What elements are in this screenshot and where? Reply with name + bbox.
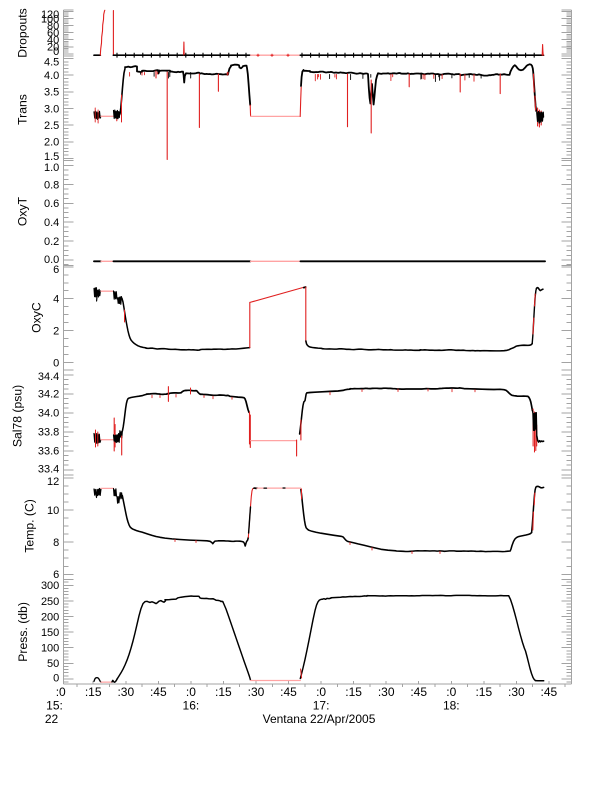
svg-text:0.4: 0.4 (44, 217, 59, 229)
svg-text::30: :30 (248, 685, 265, 699)
svg-text::0: :0 (186, 685, 196, 699)
svg-text:16:: 16: (183, 699, 200, 713)
svg-text::45: :45 (280, 685, 297, 699)
svg-text::15: :15 (215, 685, 232, 699)
svg-text:2.5: 2.5 (44, 120, 59, 132)
svg-text:OxyT: OxyT (15, 196, 29, 226)
svg-text:120: 120 (41, 9, 59, 21)
svg-text:Press. (db): Press. (db) (16, 602, 30, 662)
svg-text:33.8: 33.8 (38, 427, 59, 439)
svg-text:0.0: 0.0 (44, 254, 59, 266)
svg-text:0.6: 0.6 (44, 198, 59, 210)
svg-text::15: :15 (345, 685, 362, 699)
svg-text:1.0: 1.0 (44, 162, 59, 174)
svg-text:Trans: Trans (15, 94, 29, 125)
svg-text:8: 8 (53, 537, 59, 549)
svg-text:300: 300 (41, 580, 59, 592)
svg-text:33.4: 33.4 (38, 464, 59, 476)
svg-text::45: :45 (150, 685, 167, 699)
svg-text:3.5: 3.5 (44, 87, 59, 99)
svg-text:17:: 17: (313, 699, 330, 713)
svg-text:Sal78 (psu): Sal78 (psu) (11, 385, 25, 447)
svg-text::45: :45 (410, 685, 427, 699)
svg-text:0: 0 (53, 673, 59, 685)
svg-text:4.5: 4.5 (44, 56, 59, 68)
svg-text:34.4: 34.4 (38, 371, 59, 383)
svg-text:33.6: 33.6 (38, 446, 59, 458)
svg-text:OxyC: OxyC (30, 302, 44, 333)
svg-text:20: 20 (47, 42, 59, 54)
svg-text::45: :45 (541, 685, 558, 699)
svg-text:Ventana 22/Apr/2005: Ventana 22/Apr/2005 (263, 712, 376, 726)
svg-text::30: :30 (117, 685, 134, 699)
svg-text:40: 40 (47, 35, 59, 47)
svg-text:34.0: 34.0 (38, 408, 59, 420)
svg-text:4.0: 4.0 (44, 70, 59, 82)
svg-text:0.8: 0.8 (44, 179, 59, 191)
svg-text::30: :30 (508, 685, 525, 699)
svg-text:Dropouts: Dropouts (15, 8, 29, 57)
svg-text:0.2: 0.2 (44, 236, 59, 248)
svg-text::0: :0 (316, 685, 326, 699)
svg-text:34.2: 34.2 (38, 389, 59, 401)
svg-text:6: 6 (53, 264, 59, 276)
svg-text:50: 50 (47, 658, 59, 670)
svg-text::0: :0 (56, 685, 66, 699)
svg-text::15: :15 (475, 685, 492, 699)
svg-text::0: :0 (446, 685, 456, 699)
svg-text:6: 6 (53, 569, 59, 581)
svg-text::15: :15 (85, 685, 102, 699)
svg-text:2.0: 2.0 (44, 137, 59, 149)
svg-text:100: 100 (41, 643, 59, 655)
svg-text:100: 100 (41, 13, 59, 25)
svg-text:Temp. (C): Temp. (C) (22, 499, 36, 553)
svg-text:22: 22 (45, 712, 59, 726)
svg-text:3.0: 3.0 (44, 103, 59, 115)
svg-text:250: 250 (41, 596, 59, 608)
svg-text:18:: 18: (443, 699, 460, 713)
svg-text:1.5: 1.5 (44, 151, 59, 163)
svg-text:80: 80 (47, 20, 59, 32)
svg-text:0: 0 (53, 46, 59, 58)
svg-text:12: 12 (47, 476, 59, 488)
svg-text:2: 2 (53, 326, 59, 338)
svg-text:4: 4 (53, 294, 59, 306)
svg-text:0: 0 (53, 357, 59, 369)
svg-text:150: 150 (41, 627, 59, 639)
svg-text:10: 10 (47, 505, 59, 517)
svg-text:60: 60 (47, 28, 59, 40)
svg-text:200: 200 (41, 611, 59, 623)
svg-text:15:: 15: (46, 699, 63, 713)
svg-text::30: :30 (378, 685, 395, 699)
